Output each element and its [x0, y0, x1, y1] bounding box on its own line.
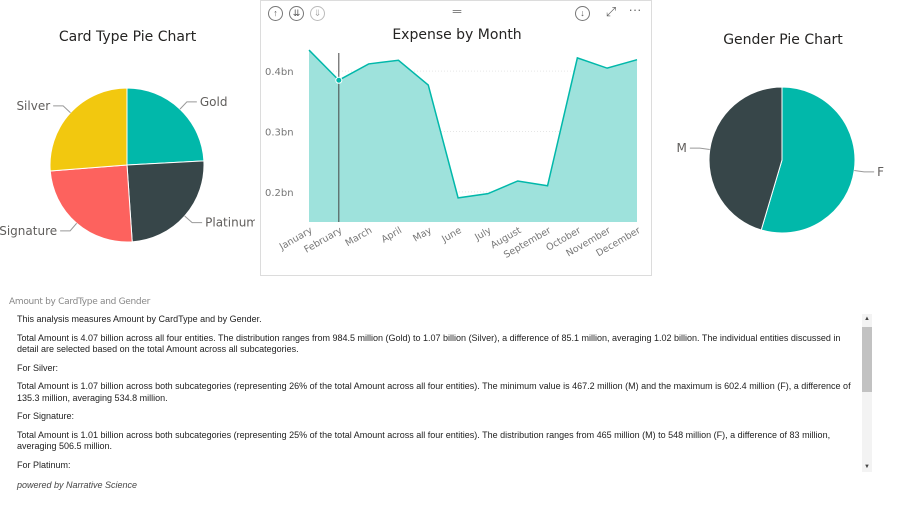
expand-all-icon[interactable]: ⇊: [289, 6, 304, 21]
hover-point[interactable]: [335, 76, 343, 84]
expense-area[interactable]: [309, 50, 637, 222]
narrative-paragraph: Total Amount is 4.07 billion across all …: [17, 332, 841, 355]
gender-pie-leader-line: [689, 147, 710, 151]
narrative-paragraph: Total Amount is 1.07 billion across both…: [17, 381, 851, 403]
x-tick-label: May: [411, 225, 434, 245]
x-tick-label: April: [380, 225, 404, 245]
gender-pie-slice-f[interactable]: [760, 86, 856, 234]
card-pie-label-signature: Signature: [0, 224, 57, 238]
card-type-pie-visual[interactable]: Card Type Pie Chart Gold Platinum Signatur…: [0, 20, 255, 260]
y-tick-label: 0.2bn: [265, 188, 294, 199]
narrative-scrollbar[interactable]: ▲ ▼: [862, 314, 872, 472]
card-pie-leader-line: [53, 105, 71, 114]
scroll-up-icon[interactable]: ▲: [864, 316, 870, 322]
card-pie-leader-line: [184, 215, 203, 224]
y-tick-label: 0.4bn: [265, 67, 294, 78]
narrative-paragraph: For Signature:: [17, 411, 75, 421]
card-pie-leader-line: [179, 101, 197, 110]
more-options-icon[interactable]: ···: [628, 2, 642, 17]
card-type-pie-chart[interactable]: Gold Platinum Signature Silver: [0, 20, 255, 260]
drag-handle-icon[interactable]: ═: [452, 4, 462, 18]
card-pie-label-silver: Silver: [16, 99, 50, 113]
card-pie-label-gold: Gold: [200, 95, 228, 109]
drill-mode-icon[interactable]: ⇓: [310, 6, 325, 21]
gender-pie-title: Gender Pie Chart: [723, 32, 843, 48]
drill-up-icon[interactable]: ↑: [268, 6, 283, 21]
narrative-paragraph: This analysis measures Amount by CardTyp…: [17, 314, 262, 324]
card-pie-leader-line: [60, 222, 78, 232]
scroll-down-icon[interactable]: ▼: [864, 464, 870, 470]
gender-pie-label-f: F: [877, 165, 884, 179]
scrollbar-thumb[interactable]: [862, 327, 872, 392]
narrative-body: This analysis measures Amount by CardTyp…: [17, 314, 859, 474]
x-tick-label: March: [344, 225, 375, 249]
card-pie-slice-platinum[interactable]: [126, 160, 205, 243]
card-type-pie-title: Card Type Pie Chart: [58, 29, 197, 45]
drill-down-icon[interactable]: ↓: [575, 6, 590, 21]
gender-pie-label-m: M: [677, 141, 687, 155]
expense-by-month-visual[interactable]: ↑ ⇊ ⇓ ═ ↓ ⤢ ··· Expense by Month 0.4bn 0.…: [260, 0, 652, 276]
card-pie-slice-signature[interactable]: [49, 164, 133, 243]
narrative-paragraph: Total Amount is 1.01 billion across both…: [17, 429, 831, 452]
card-pie-slice-silver[interactable]: [49, 87, 128, 172]
narrative-caption: Amount by CardType and Gender: [9, 297, 150, 307]
narrative-paragraph: For Platinum:: [17, 459, 71, 470]
powered-by-label: powered by Narrative Science: [17, 480, 138, 490]
focus-mode-icon[interactable]: ⤢: [605, 4, 617, 19]
narrative-visual: Amount by CardType and Gender This analy…: [0, 296, 911, 496]
gender-pie-chart[interactable]: FM: [655, 20, 911, 260]
card-pie-label-platinum: Platinum: [205, 216, 255, 230]
expense-line[interactable]: [308, 49, 638, 199]
expense-chart-title: Expense by Month: [392, 27, 522, 43]
card-pie-slice-gold[interactable]: [126, 87, 205, 166]
x-tick-label: June: [439, 225, 463, 245]
y-tick-label: 0.3bn: [265, 128, 294, 139]
gender-pie-leader-line: [854, 169, 875, 173]
narrative-paragraph: For Silver:: [17, 362, 59, 373]
